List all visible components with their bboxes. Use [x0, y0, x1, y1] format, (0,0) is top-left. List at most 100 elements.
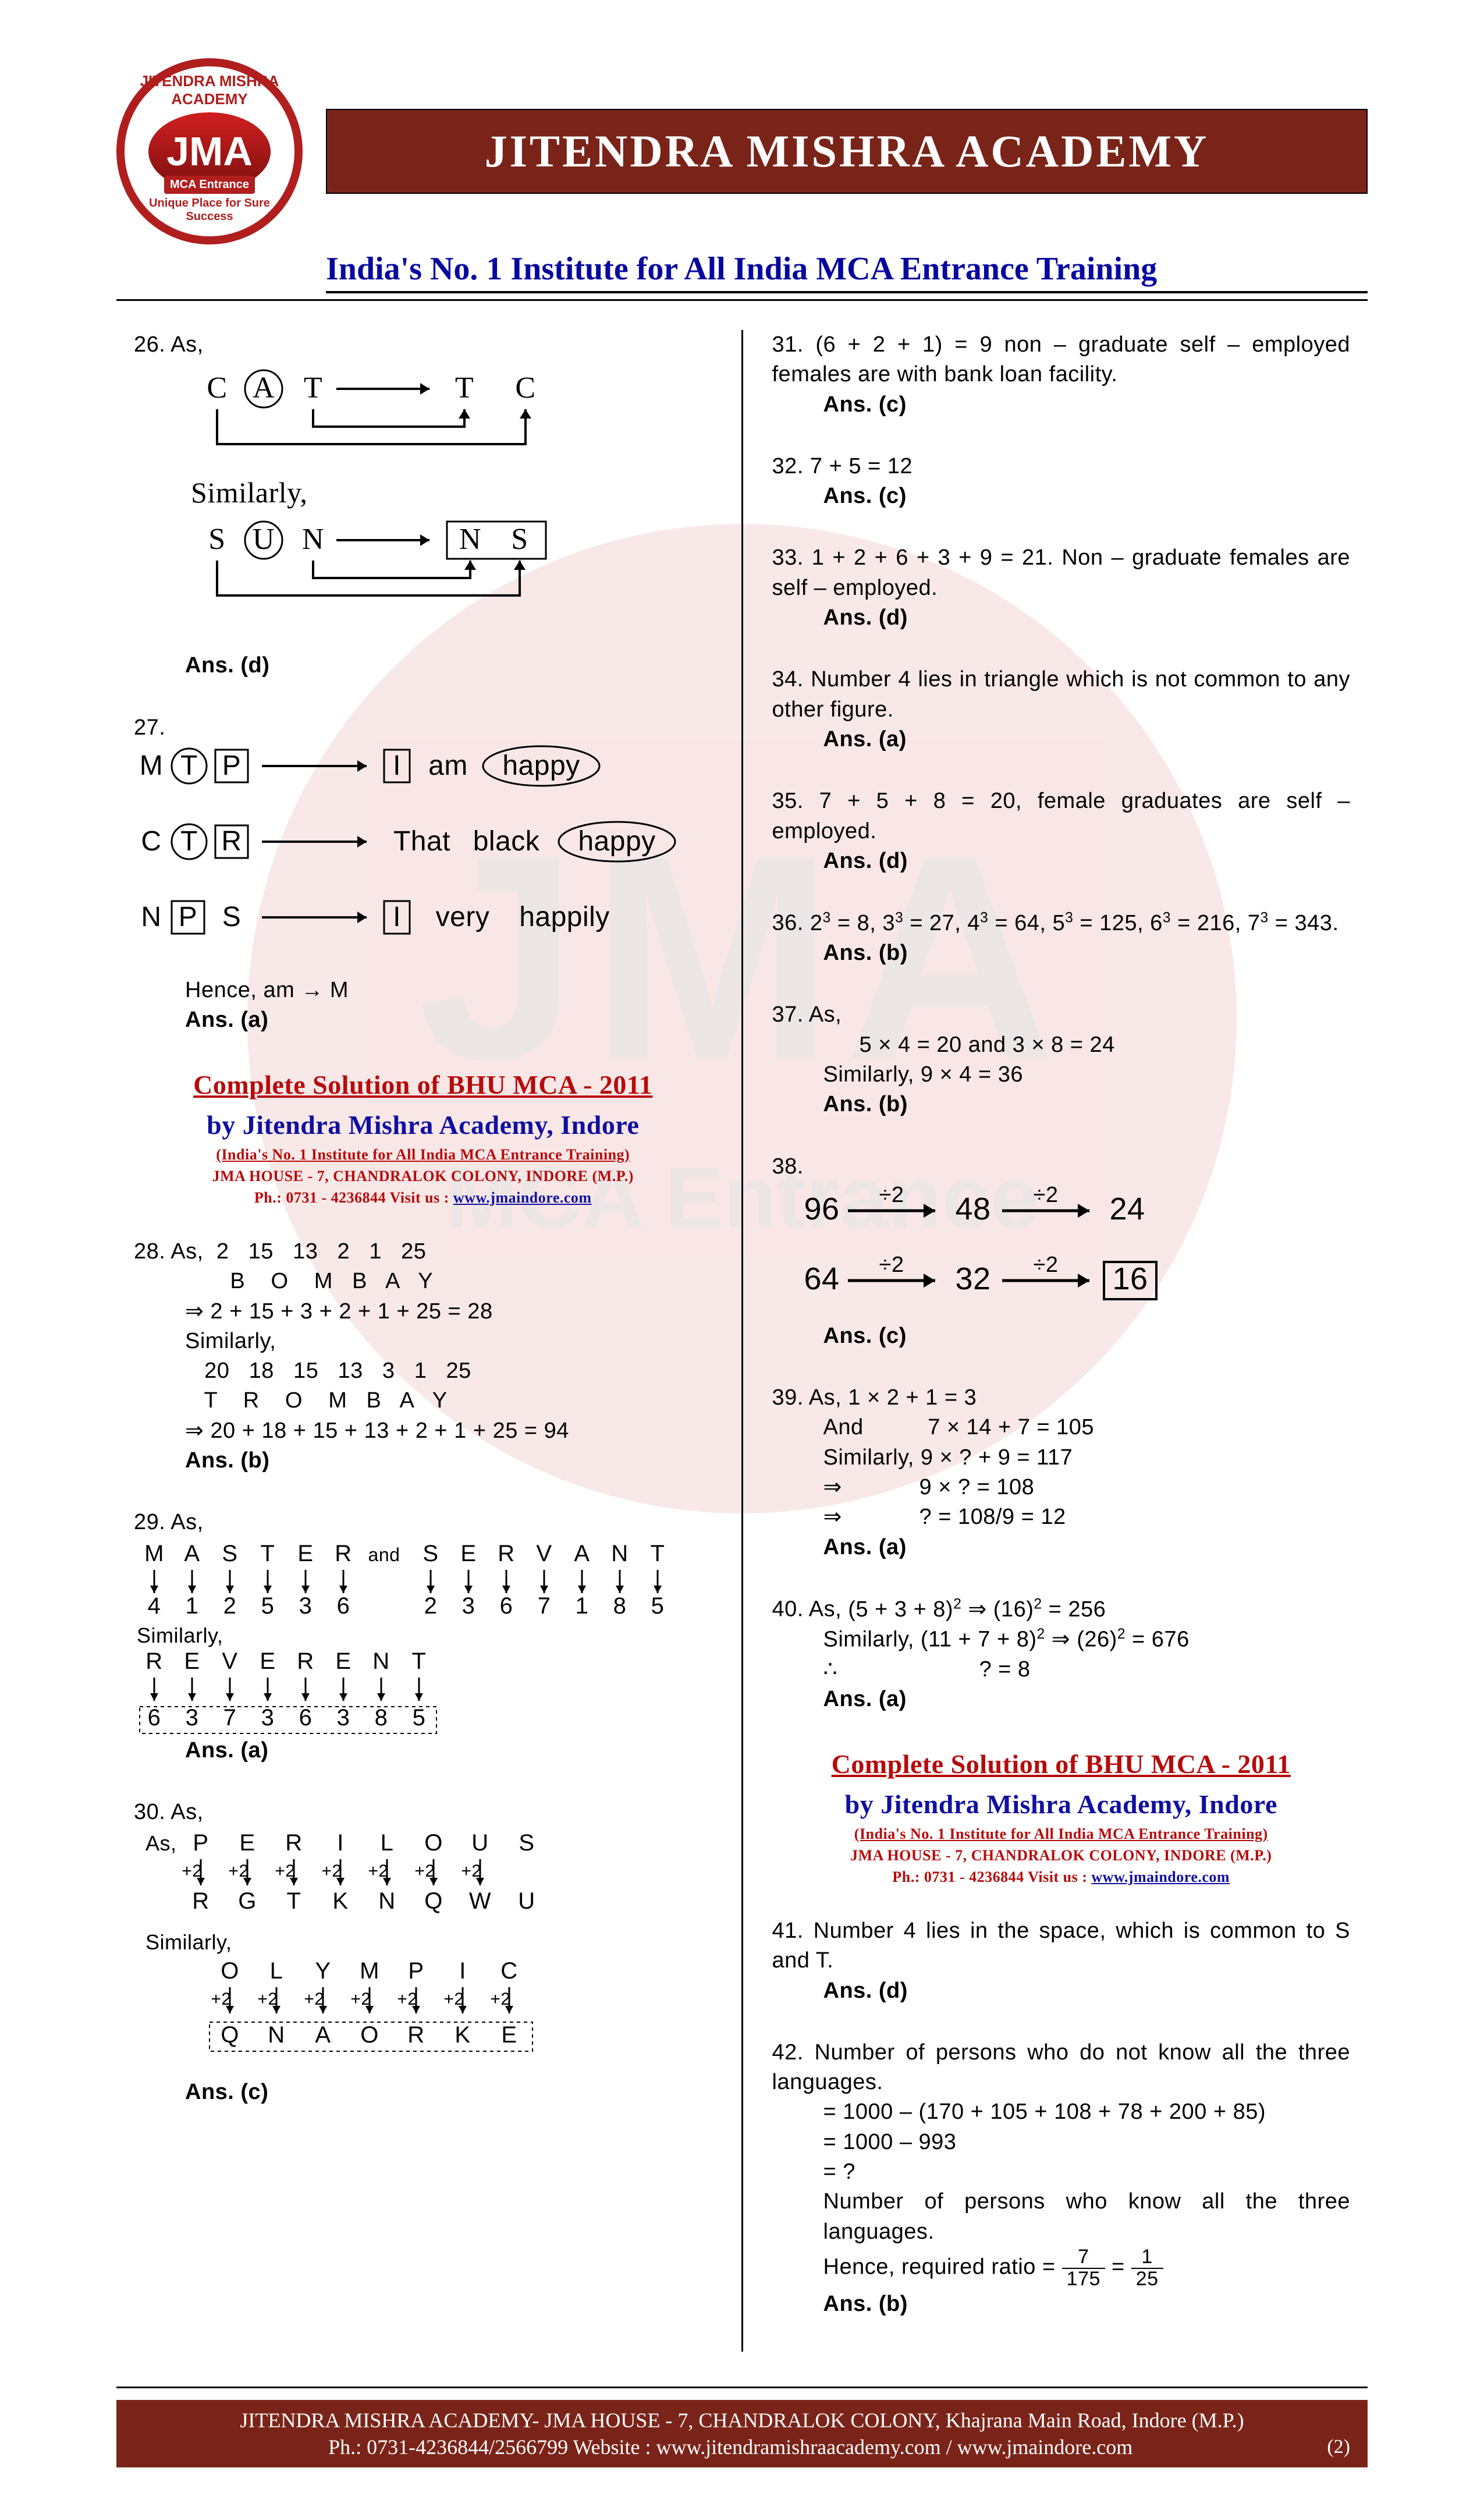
svg-text:+2: +2: [304, 1990, 324, 2009]
svg-text:6: 6: [500, 1593, 513, 1619]
q38: 38. 96 ÷2 48 ÷2 24 64: [772, 1152, 1351, 1352]
q28-lead: As,: [171, 1239, 203, 1264]
svg-text:T: T: [455, 371, 474, 405]
svg-text:N: N: [302, 523, 324, 556]
promo-address: JMA HOUSE - 7, CHANDRALOK COLONY, INDORE…: [134, 1166, 712, 1186]
svg-text:E: E: [335, 1648, 351, 1674]
q29-answer: Ans. (a): [185, 1736, 712, 1765]
q41-answer: Ans. (d): [823, 1976, 1351, 2006]
svg-text:R: R: [192, 1888, 209, 1914]
svg-text:Similarly,: Similarly,: [191, 476, 307, 509]
svg-text:R: R: [407, 2022, 424, 2048]
svg-text:A: A: [315, 2022, 331, 2048]
promo-block-left: Complete Solution of BHU MCA - 2011 by J…: [134, 1067, 712, 1207]
q42: 42. Number of persons who do not know al…: [772, 2038, 1351, 2320]
svg-text:+2: +2: [211, 1990, 231, 2009]
q32-text: 7 + 5 = 12: [810, 454, 913, 478]
svg-text:Q: Q: [221, 2022, 239, 2048]
svg-text:16: 16: [1112, 1261, 1148, 1296]
svg-text:happily: happily: [519, 902, 610, 932]
q26-answer: Ans. (d): [185, 651, 712, 680]
q34-number: 34.: [772, 667, 804, 692]
left-column: 26. As, C A T T C: [116, 330, 743, 2352]
promo-link[interactable]: www.jmaindore.com: [453, 1189, 592, 1206]
svg-text:E: E: [460, 1541, 476, 1566]
svg-text:R: R: [145, 1648, 162, 1674]
q36-text: 23 = 8, 33 = 27, 43 = 64, 53 = 125, 63 =…: [810, 911, 1339, 935]
svg-text:4: 4: [148, 1593, 161, 1619]
svg-text:E: E: [260, 1648, 275, 1674]
svg-text:6: 6: [148, 1705, 161, 1731]
q41: 41. Number 4 lies in the space, which is…: [772, 1916, 1351, 2006]
promo-phone-r: Ph.: 0731 - 4236844 Visit us : www.jmain…: [772, 1867, 1351, 1887]
svg-text:+2: +2: [461, 1861, 481, 1881]
svg-text:C: C: [515, 371, 535, 405]
svg-text:N: N: [459, 523, 481, 556]
q34: 34. Number 4 lies in triangle which is n…: [772, 665, 1351, 754]
body-columns: 26. As, C A T T C: [116, 330, 1368, 2352]
svg-text:C: C: [500, 1958, 517, 1984]
svg-text:and: and: [368, 1544, 400, 1565]
svg-text:E: E: [297, 1541, 313, 1566]
svg-text:S: S: [511, 523, 528, 556]
q28-eq1: ⇒ 2 + 15 + 3 + 2 + 1 + 25 = 28: [185, 1297, 712, 1327]
svg-text:6: 6: [337, 1593, 350, 1619]
promo-phone: Ph.: 0731 - 4236844 Visit us : www.jmain…: [134, 1187, 712, 1208]
svg-text:+2: +2: [182, 1861, 202, 1881]
svg-text:48: 48: [955, 1192, 990, 1226]
q40-number: 40.: [772, 1597, 804, 1622]
svg-text:96: 96: [804, 1192, 839, 1226]
q33-number: 33.: [772, 545, 804, 570]
svg-text:7: 7: [223, 1705, 237, 1731]
svg-text:W: W: [469, 1888, 491, 1914]
svg-text:T: T: [412, 1648, 427, 1674]
svg-text:+2: +2: [414, 1861, 435, 1881]
q41-text: Number 4 lies in the space, which is com…: [772, 1919, 1351, 1973]
svg-text:T: T: [304, 371, 322, 405]
svg-text:U: U: [471, 1830, 488, 1856]
q35-answer: Ans. (d): [823, 846, 1351, 876]
q27-diagram: M T P I am happy C T R: [134, 743, 712, 976]
svg-text:3: 3: [337, 1705, 350, 1731]
svg-text:Y: Y: [315, 1958, 331, 1984]
q36: 36. 23 = 8, 33 = 27, 43 = 64, 53 = 125, …: [772, 908, 1351, 968]
svg-text:+2: +2: [397, 1990, 417, 2009]
right-column: 31. (6 + 2 + 1) = 9 non – graduate self …: [743, 330, 1368, 2352]
q39-number: 39.: [772, 1385, 804, 1410]
svg-text:T: T: [180, 826, 198, 857]
svg-text:R: R: [297, 1648, 314, 1674]
svg-text:+2: +2: [490, 1990, 510, 2009]
promo-link-r[interactable]: www.jmaindore.com: [1091, 1868, 1230, 1885]
svg-text:P: P: [408, 1958, 424, 1984]
q29: 29. As, MASTER and SERVANT: [134, 1508, 712, 1765]
svg-text:U: U: [253, 523, 275, 556]
q28-answer: Ans. (b): [185, 1446, 712, 1476]
promo-tag: (India's No. 1 Institute for All India M…: [134, 1144, 712, 1165]
q30-diagram: As, PERILOUS: [134, 1827, 712, 2077]
q32-answer: Ans. (c): [823, 481, 1351, 511]
q40-l1: (5 + 3 + 8)2 ⇒ (16)2 = 256: [848, 1597, 1106, 1622]
svg-text:E: E: [239, 1830, 255, 1856]
svg-text:+2: +2: [350, 1990, 371, 2009]
footer-line1: JITENDRA MISHRA ACADEMY- JMA HOUSE - 7, …: [134, 2408, 1350, 2433]
q36-answer: Ans. (b): [823, 938, 1351, 968]
svg-text:C: C: [141, 826, 161, 857]
svg-text:T: T: [287, 1888, 301, 1914]
svg-text:÷2: ÷2: [1033, 1253, 1058, 1277]
svg-text:T: T: [180, 750, 198, 781]
q42-number: 42.: [772, 2040, 804, 2065]
svg-text:2: 2: [424, 1593, 438, 1619]
q36-number: 36.: [772, 911, 804, 935]
footer-bar: JITENDRA MISHRA ACADEMY- JMA HOUSE - 7, …: [116, 2400, 1368, 2467]
q33: 33. 1 + 2 + 6 + 3 + 9 = 21. Non – gradua…: [772, 543, 1351, 633]
q30-lead: As,: [171, 1800, 203, 1824]
promo-tag-r: (India's No. 1 Institute for All India M…: [772, 1824, 1351, 1844]
svg-text:M: M: [140, 750, 163, 781]
q31: 31. (6 + 2 + 1) = 9 non – graduate self …: [772, 330, 1351, 420]
q29-diagram: MASTER and SERVANT: [134, 1538, 712, 1736]
svg-text:E: E: [501, 2022, 517, 2048]
fraction-1: 7175: [1062, 2247, 1105, 2289]
svg-text:3: 3: [462, 1593, 475, 1619]
svg-text:K: K: [455, 2022, 470, 2048]
svg-text:am: am: [428, 750, 468, 781]
